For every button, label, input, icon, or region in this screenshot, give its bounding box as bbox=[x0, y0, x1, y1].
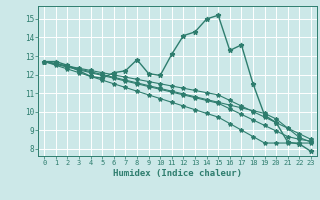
X-axis label: Humidex (Indice chaleur): Humidex (Indice chaleur) bbox=[113, 169, 242, 178]
